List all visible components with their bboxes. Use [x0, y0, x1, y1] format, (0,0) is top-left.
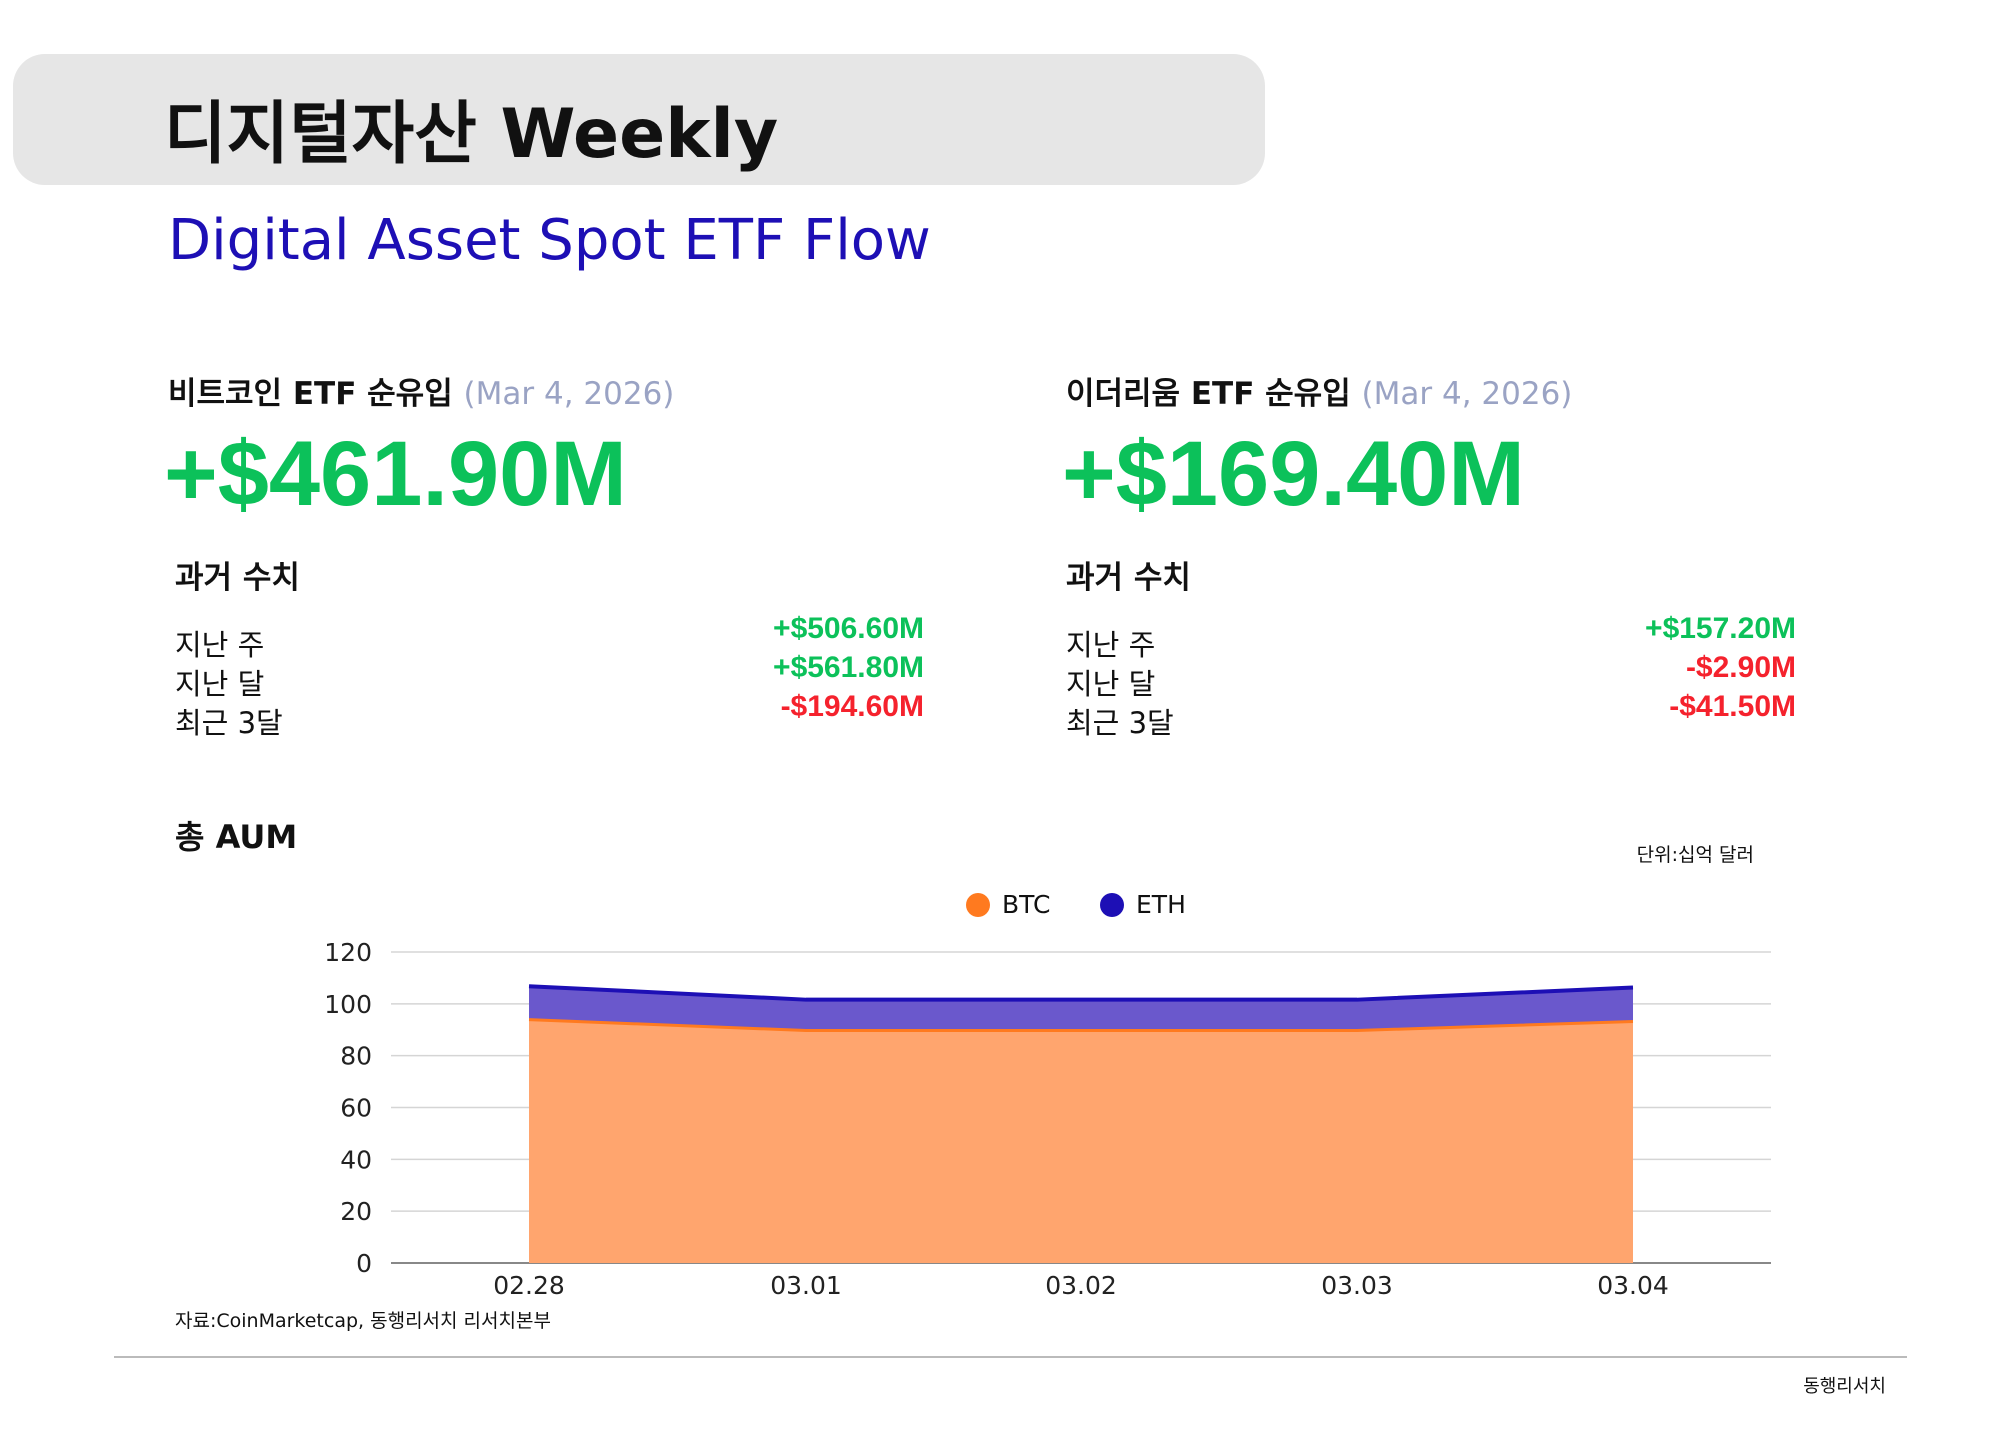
eth-history-label: 지난 주 [1066, 628, 1156, 662]
eth-history-label: 최근 3달 [1066, 706, 1174, 740]
btc-flow-label: 비트코인 ETF 순유입 (Mar 4, 2026) [168, 368, 674, 413]
legend-eth: ETH [1100, 890, 1186, 919]
footer-brand: 동행리서치 [1803, 1376, 1886, 1397]
aum-title: 총 AUM [175, 818, 298, 856]
y-tick-label: 80 [340, 1042, 372, 1071]
eth-flow-label: 이더리움 ETF 순유입 (Mar 4, 2026) [1066, 368, 1572, 413]
eth-flow-title: 이더리움 ETF 순유입 [1066, 376, 1351, 412]
btc-history-label: 지난 달 [175, 667, 265, 701]
eth-flow-date: (Mar 4, 2026) [1361, 376, 1573, 412]
eth-line [528, 984, 1634, 1002]
btc-flow-date: (Mar 4, 2026) [463, 376, 675, 412]
header-banner [13, 54, 1265, 185]
y-tick-label: 100 [324, 990, 372, 1019]
eth-history-value: -$2.90M [1685, 651, 1796, 684]
legend-eth-label: ETH [1136, 890, 1186, 919]
btc-history-title: 과거 수치 [175, 560, 300, 596]
eth-history-value: -$41.50M [1669, 690, 1796, 723]
eth-history-label: 지난 달 [1066, 667, 1156, 701]
eth-area [529, 986, 1633, 1031]
btc-flow-value: +$461.90M [164, 423, 627, 525]
y-tick-label: 20 [340, 1197, 372, 1226]
x-tick-label: 03.02 [1045, 1271, 1117, 1300]
page-title: 디지털자산 Weekly [164, 95, 779, 174]
y-tick-label: 60 [340, 1094, 372, 1123]
y-tick-label: 0 [356, 1249, 372, 1278]
eth-flow-value: +$169.40M [1062, 423, 1525, 525]
btc-history-label: 지난 주 [175, 628, 265, 662]
btc-legend-dot-icon [966, 892, 990, 917]
y-tick-label: 120 [324, 938, 372, 967]
legend-btc-label: BTC [1002, 890, 1051, 919]
btc-history-value: +$506.60M [773, 612, 924, 645]
legend-btc: BTC [966, 890, 1050, 919]
btc-history-value: +$561.80M [773, 651, 924, 684]
page-subtitle: Digital Asset Spot ETF Flow [168, 208, 931, 273]
btc-area [529, 1019, 1633, 1263]
btc-flow-title: 비트코인 ETF 순유입 [168, 376, 453, 412]
eth-legend-dot-icon [1100, 892, 1124, 917]
btc-line [528, 1018, 1634, 1033]
eth-history-title: 과거 수치 [1066, 560, 1191, 596]
y-tick-label: 40 [340, 1145, 372, 1174]
source-note: 자료:CoinMarketcap, 동행리서치 리서치본부 [175, 1310, 551, 1332]
x-tick-label: 02.28 [493, 1271, 565, 1300]
x-tick-label: 03.04 [1597, 1271, 1669, 1300]
x-tick-label: 03.01 [770, 1271, 842, 1300]
x-tick-label: 03.03 [1321, 1271, 1393, 1300]
eth-history-value: +$157.20M [1645, 612, 1796, 645]
btc-history-label: 최근 3달 [175, 706, 283, 740]
btc-history-value: -$194.60M [780, 690, 924, 723]
unit-label: 단위:십억 달러 [1636, 844, 1754, 866]
divider [114, 1356, 1907, 1358]
